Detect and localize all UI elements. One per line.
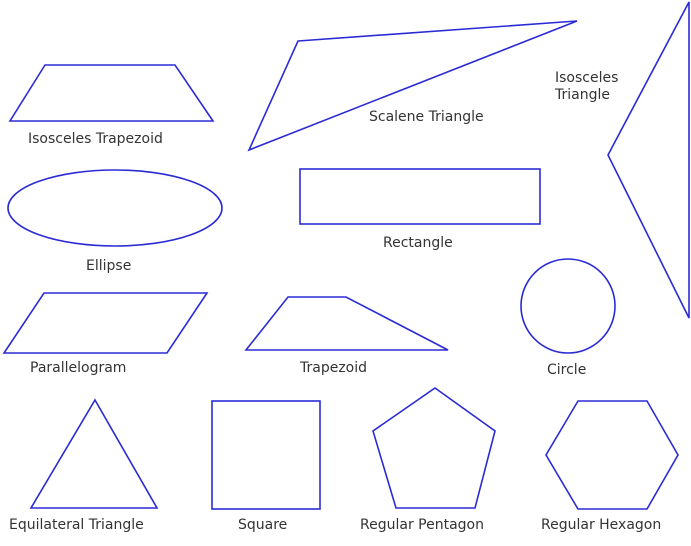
trapezoid-shape xyxy=(244,296,449,351)
equilateral-triangle-shape xyxy=(29,398,159,509)
isosceles-triangle-label: Isosceles Triangle xyxy=(555,70,618,104)
ellipse-shape xyxy=(7,169,223,247)
ellipse-label: Ellipse xyxy=(86,258,132,274)
square-label: Square xyxy=(238,517,288,533)
isosceles-trapezoid-shape xyxy=(8,64,215,122)
square-shape xyxy=(211,400,321,510)
regular-pentagon-label: Regular Pentagon xyxy=(360,517,484,533)
circle-shape xyxy=(520,258,616,354)
regular-hexagon-shape xyxy=(545,400,679,510)
isosceles-trapezoid-label: Isosceles Trapezoid xyxy=(28,131,163,147)
circle-label: Circle xyxy=(547,362,587,378)
isosceles-triangle-label-line1: Isosceles xyxy=(555,70,619,86)
parallelogram-shape xyxy=(2,292,209,354)
rectangle-label: Rectangle xyxy=(383,235,453,251)
regular-hexagon-label: Regular Hexagon xyxy=(541,517,662,533)
scalene-triangle-label: Scalene Triangle xyxy=(369,109,484,125)
isosceles-triangle-label-line2: Triangle xyxy=(555,87,610,103)
parallelogram-label: Parallelogram xyxy=(30,360,127,376)
isosceles-triangle-shape xyxy=(607,1,690,319)
equilateral-triangle-label: Equilateral Triangle xyxy=(9,517,144,533)
trapezoid-label: Trapezoid xyxy=(300,360,368,376)
scalene-triangle-shape xyxy=(247,20,578,152)
rectangle-shape xyxy=(299,168,541,225)
regular-pentagon-shape xyxy=(372,387,496,509)
